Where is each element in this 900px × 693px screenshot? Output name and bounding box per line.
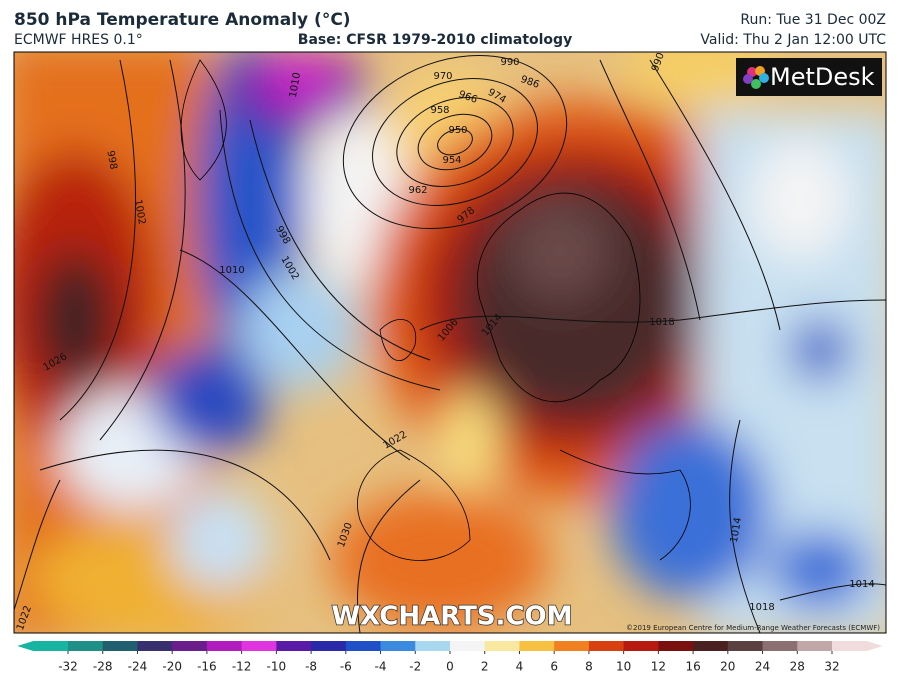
map-frame	[13, 51, 887, 634]
base: Base: CFSR 1979-2010 climatology	[298, 32, 572, 48]
isobar-label: 958	[430, 105, 449, 116]
colorbar-tick-label: -28	[93, 660, 113, 674]
colorbar-segment	[68, 641, 104, 651]
colorbar-tick-label: 2	[481, 660, 489, 674]
anomaly-field	[14, 52, 886, 633]
isobars	[14, 54, 886, 633]
colorbar-tick-label: 0	[446, 660, 454, 674]
coastlines	[180, 59, 691, 561]
colorbar-tick-label: -20	[162, 660, 182, 674]
colorbar-tick-label: 6	[550, 660, 558, 674]
colorbar-tick-label: -12	[232, 660, 252, 674]
title: 850 hPa Temperature Anomaly (°C)	[14, 10, 351, 30]
colorbar-tick-label: 16	[685, 660, 700, 674]
colorbar-segment	[727, 641, 764, 651]
isobar-label: 1010	[219, 265, 244, 276]
colorbar-segment	[658, 641, 694, 651]
isobar-label: 962	[408, 185, 427, 196]
colorbar: -32 -28 -24 -20 -16 -12 -10 -8 -6 -4 -2 0 2 4 6 8 10 12 16…	[17, 641, 883, 674]
copyright: ©2019 European Centre for Medium-Range W…	[626, 624, 880, 632]
colorbar-segment	[276, 641, 312, 651]
colorbar-tick-label: -10	[267, 660, 287, 674]
valid: Valid: Thu 2 Jan 12:00 UTC	[700, 32, 886, 48]
colorbar-segment	[380, 641, 416, 651]
logo-icon	[743, 66, 769, 89]
colorbar-tick-label: -6	[340, 660, 352, 674]
colorbar-segment	[588, 641, 625, 651]
colorbar-segment	[345, 641, 382, 651]
isobar-label: 1002	[132, 199, 147, 226]
colorbar-arrow	[832, 641, 883, 651]
isobar-label: 1018	[649, 317, 674, 328]
colorbar-tick-label: -2	[409, 660, 421, 674]
colorbar-tick-label: 10	[616, 660, 631, 674]
colorbar-tick-label: 28	[790, 660, 805, 674]
run: Run: Tue 31 Dec 00Z	[740, 12, 886, 28]
isobar-label: 950	[448, 125, 467, 136]
colorbar-segment	[311, 641, 347, 651]
colorbar-segment	[241, 641, 277, 651]
colorbar-tick-label: 4	[516, 660, 524, 674]
colorbar-segment	[102, 641, 138, 651]
colorbar-tick-label: -16	[197, 660, 217, 674]
colorbar-segment	[762, 641, 798, 651]
colorbar-segment	[172, 641, 208, 651]
colorbar-segment	[554, 641, 590, 651]
isobar-label: 1014	[729, 517, 744, 544]
colorbar-arrow	[17, 641, 68, 651]
colorbar-tick-label: -4	[375, 660, 387, 674]
model: ECMWF HRES 0.1°	[14, 32, 143, 48]
isobar-label: 954	[442, 155, 461, 166]
colorbar-tick-label: -32	[58, 660, 78, 674]
colorbar-tick-label: -24	[128, 660, 148, 674]
colorbar-tick-label: 8	[585, 660, 593, 674]
isobar-label: 970	[433, 71, 452, 82]
colorbar-tick-label: 32	[824, 660, 839, 674]
colorbar-segment	[693, 641, 729, 651]
colorbar-segment	[206, 641, 243, 651]
colorbar-segment	[450, 641, 486, 651]
colorbar-segment	[797, 641, 833, 651]
watermark: WXCHARTS.COM	[331, 602, 572, 632]
colorbar-segment	[137, 641, 173, 651]
colorbar-tick-label: 12	[651, 660, 666, 674]
colorbar-tick-label: 24	[755, 660, 770, 674]
colorbar-tick-label: -8	[305, 660, 317, 674]
colorbar-segment	[415, 641, 451, 651]
isobar-label: 1014	[849, 579, 874, 590]
colorbar-segment	[484, 641, 520, 651]
colorbar-tick-label: 20	[720, 660, 735, 674]
logo-text: MetDesk	[770, 63, 875, 91]
isobar-label: 998	[104, 150, 118, 171]
colorbar-segment	[519, 641, 555, 651]
isobar-label: 990	[500, 57, 519, 68]
isobar-label: 1010	[288, 72, 303, 99]
isobar-label: 1018	[749, 602, 774, 613]
colorbar-segment	[623, 641, 659, 651]
